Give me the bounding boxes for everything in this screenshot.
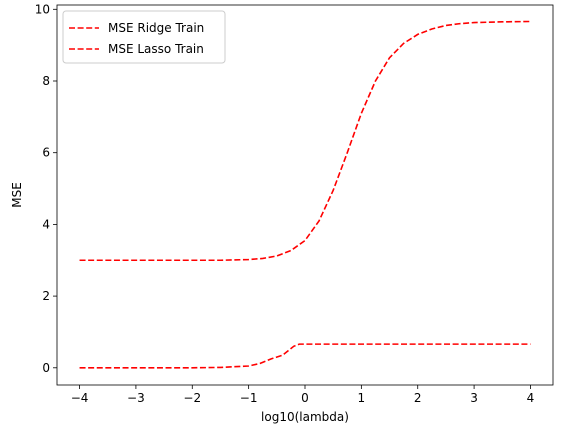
- y-tick-label: 8: [42, 74, 50, 88]
- legend-box: [62, 10, 226, 64]
- x-tick-label: −2: [183, 391, 201, 405]
- y-tick-label: 6: [42, 146, 50, 160]
- x-axis-label: log10(lambda): [261, 410, 349, 424]
- series-layer: [79, 20, 531, 369]
- x-tick-label: −3: [127, 391, 145, 405]
- x-tick-label: −1: [240, 391, 258, 405]
- x-tick-label: 4: [527, 391, 535, 405]
- x-tick-label: −4: [71, 391, 89, 405]
- x-tick-label: 1: [358, 391, 366, 405]
- series-line-lasso: [79, 343, 531, 369]
- legend-label-lasso: MSE Lasso Train: [108, 42, 204, 56]
- x-tick-label: 2: [414, 391, 422, 405]
- legend: MSE Ridge Train MSE Lasso Train: [62, 10, 226, 64]
- x-tick-label: 0: [301, 391, 309, 405]
- y-axis-ticks: 0 2 4 6 8 10: [35, 2, 57, 375]
- x-axis-ticks: −4 −3 −2 −1 0 1 2 3 4: [71, 385, 535, 405]
- y-axis-label: MSE: [10, 182, 24, 208]
- y-tick-label: 10: [35, 2, 50, 16]
- series-line-ridge: [79, 20, 531, 262]
- y-tick-label: 2: [42, 289, 50, 303]
- y-tick-label: 0: [42, 361, 50, 375]
- y-tick-label: 4: [42, 217, 50, 231]
- legend-label-ridge: MSE Ridge Train: [108, 21, 204, 35]
- x-tick-label: 3: [470, 391, 478, 405]
